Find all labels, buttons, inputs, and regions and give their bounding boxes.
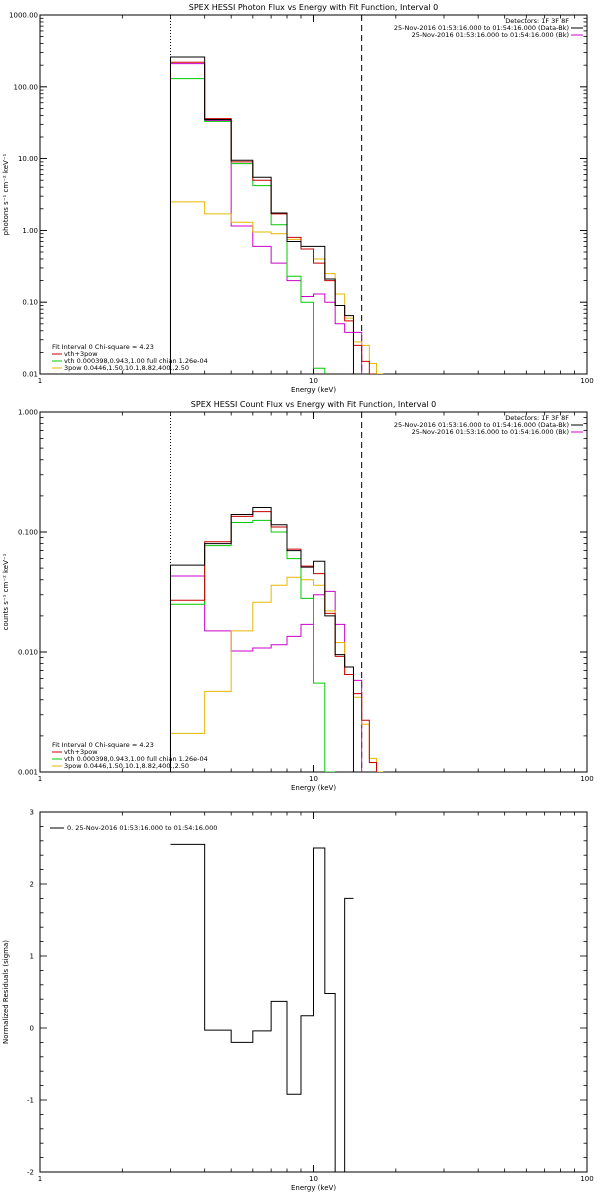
chart-title: SPEX HESSI Photon Flux vs Energy with Fi… <box>189 3 439 12</box>
y-tick-label: 3 <box>30 809 34 817</box>
legend-entry: vth 0.000398,0.943,1.00 full chian 1.26e… <box>64 357 208 365</box>
legend-entry: vth+3pow <box>64 350 98 358</box>
series-1-histogram <box>169 576 384 772</box>
info-line: 25-Nov-2016 01:53:16.000 to 01:54:16.000… <box>412 428 569 436</box>
y-tick-label: 10.00 <box>18 155 38 163</box>
y-tick-label: -2 <box>27 1169 34 1177</box>
info-line: 25-Nov-2016 01:53:16.000 to 01:54:16.000… <box>412 31 569 39</box>
y-tick-label: 0.001 <box>18 769 38 777</box>
x-axis-label: Energy (keV) <box>291 784 336 792</box>
series-4-histogram <box>169 507 354 772</box>
y-axis-label: Normalized Residuals (sigma) <box>2 940 10 1044</box>
x-tick-label: 1 <box>38 1175 42 1183</box>
x-tick-label: 10 <box>309 1175 318 1183</box>
y-axis-label: counts s⁻¹ cm⁻² keV⁻¹ <box>2 553 10 630</box>
info-line: Detectors: 1F 3F 8F <box>505 17 569 25</box>
x-axis-label: Energy (keV) <box>291 1184 336 1192</box>
y-tick-label: 100.00 <box>14 83 39 91</box>
x-tick-label: 1 <box>38 377 42 385</box>
x-axis-label: Energy (keV) <box>291 386 336 394</box>
y-tick-label: 1000.00 <box>9 12 38 20</box>
legend-entry: vth+3pow <box>64 748 98 756</box>
legend-entry: 0. 25-Nov-2016 01:53:16.000 to 01:54:16.… <box>67 824 217 832</box>
y-tick-label: 0.10 <box>22 299 38 307</box>
y-axis-label: photons s⁻¹ cm⁻² keV⁻¹ <box>2 153 10 235</box>
y-tick-label: 1.00 <box>22 227 38 235</box>
residuals-panel: 1 10 100 -2 -1 0 1 2 3 Energy (keV) Normalized Res… <box>2 809 594 1193</box>
legend-entry: 3pow 0.0446,1.50,10.1,8.82,400.,2.50 <box>64 364 189 372</box>
y-tick-label: -1 <box>27 1097 34 1105</box>
y-tick-label: 0.010 <box>18 649 38 657</box>
legend-entry: vth 0.000398,0.943,1.00 full chian 1.26e… <box>64 755 208 763</box>
x-tick-label: 100 <box>580 377 593 385</box>
x-tick-label: 10 <box>309 377 318 385</box>
photon-flux-panel: 1 10 100 0.01 0.10 1.00 10.00 100.00 1000.00 SPEX… <box>2 3 594 394</box>
legend-entry: Fit Interval 0 Chi-square = 4.23 <box>52 741 154 749</box>
legend-entry: 3pow 0.0446,1.50,10.1,8.82,400.,2.50 <box>64 762 189 770</box>
series-0-histogram <box>170 843 354 1172</box>
x-tick-label: 100 <box>580 1175 593 1183</box>
legend-entry: Fit Interval 0 Chi-square = 4.23 <box>52 343 154 351</box>
y-tick-label: 0.01 <box>22 371 38 379</box>
y-tick-label: 1 <box>30 953 34 961</box>
x-tick-label: 1 <box>38 775 42 783</box>
y-tick-label: 0.100 <box>18 529 38 537</box>
info-line: 25-Nov-2016 01:53:16.000 to 01:54:16.000… <box>394 421 569 429</box>
y-tick-label: 1.000 <box>18 409 38 417</box>
info-line: 25-Nov-2016 01:53:16.000 to 01:54:16.000… <box>394 24 569 32</box>
y-tick-label: 0 <box>30 1025 34 1033</box>
x-tick-label: 100 <box>580 775 593 783</box>
info-line: Detectors: 1F 3F 8F <box>505 414 569 422</box>
x-tick-label: 10 <box>309 775 318 783</box>
series-4-histogram <box>169 56 354 374</box>
y-tick-label: 2 <box>30 881 34 889</box>
chart-title: SPEX HESSI Count Flux vs Energy with Fit… <box>191 400 436 409</box>
count-flux-panel: 1 10 100 0.001 0.010 0.100 1.000 SPEX HESSI Cou… <box>2 400 594 792</box>
